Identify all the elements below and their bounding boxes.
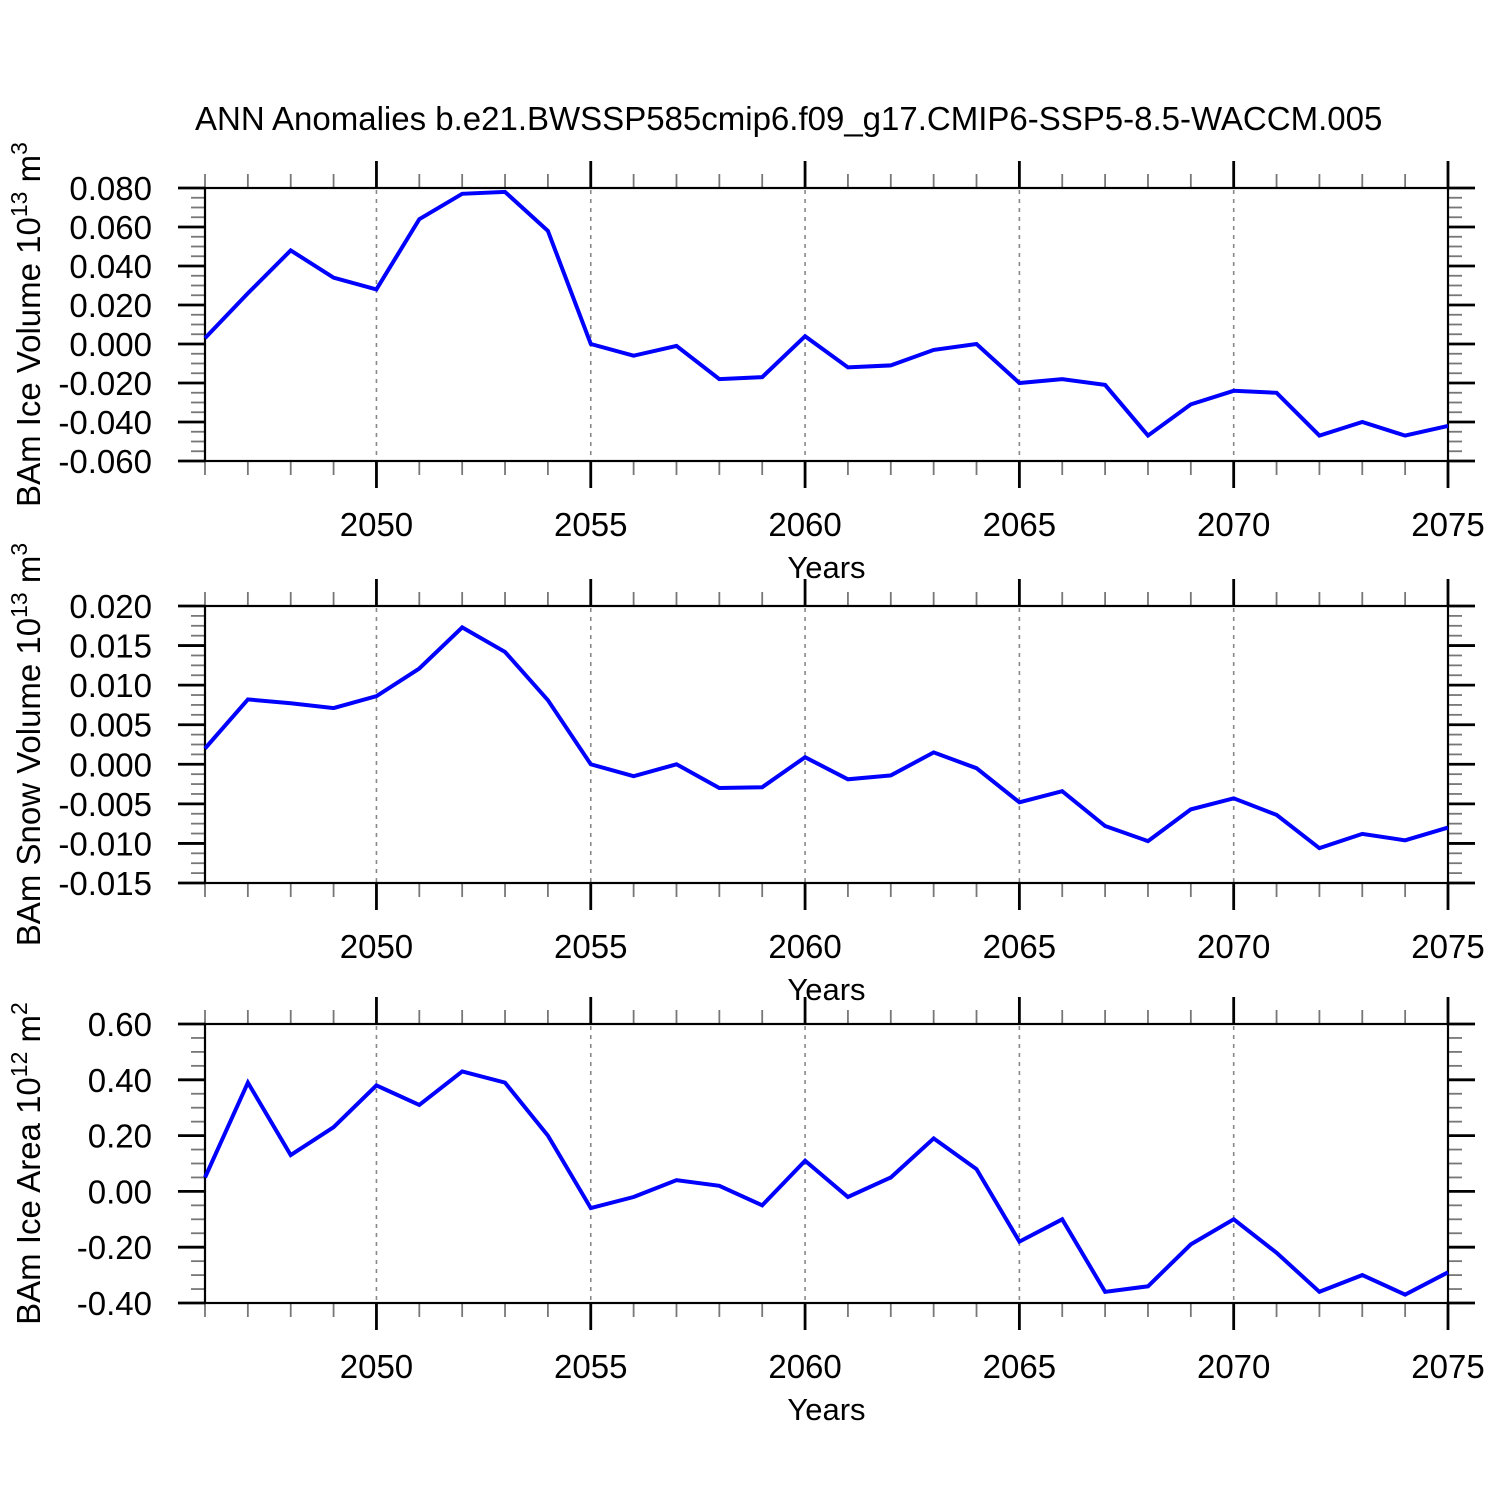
y-tick-label: -0.20 [77,1229,152,1266]
x-tick-label: 2060 [768,1348,841,1385]
x-tick-label: 2075 [1411,506,1484,543]
x-tick-label: 2050 [340,1348,413,1385]
y-tick-label: 0.000 [69,326,152,363]
y-tick-label: 0.010 [69,667,152,704]
x-axis-title: Years [787,550,865,585]
y-tick-label: 0.060 [69,209,152,246]
y-tick-label: 0.20 [88,1118,152,1155]
x-tick-label: 2065 [983,928,1056,965]
x-tick-label: 2075 [1411,1348,1484,1385]
panel-ice-volume: 0.0800.0600.0400.0200.000-0.020-0.040-0.… [6,142,1485,585]
y-tick-label: -0.005 [58,786,152,823]
x-tick-label: 2070 [1197,1348,1270,1385]
x-tick-label: 2075 [1411,928,1484,965]
y-tick-label: -0.040 [58,404,152,441]
panel-snow-volume: 0.0200.0150.0100.0050.000-0.005-0.010-0.… [6,543,1485,1007]
plot-box [203,1022,1450,1305]
series-line-ice-area [203,1069,1449,1297]
x-axis-title: Years [787,972,865,1007]
plot-box [203,186,1450,463]
x-tick-label: 2060 [768,506,841,543]
x-tick-label: 2065 [983,1348,1056,1385]
y-tick-label: 0.020 [69,588,152,625]
y-tick-label: 0.000 [69,746,152,783]
y-tick-label: -0.020 [58,365,152,402]
y-tick-label: 0.015 [69,628,152,665]
y-tick-label: -0.015 [58,865,152,902]
y-axis-title: BAm Ice Volume 1013 m3 [6,142,47,507]
x-tick-label: 2070 [1197,928,1270,965]
x-tick-label: 2050 [340,928,413,965]
plot-box [203,604,1450,885]
y-tick-label: 0.00 [88,1173,152,1210]
y-tick-label: 0.40 [88,1062,152,1099]
series-line-ice-volume [203,189,1449,439]
y-tick-label: 0.040 [69,248,152,285]
x-axis-title: Years [787,1392,865,1427]
x-tick-label: 2055 [554,1348,627,1385]
y-tick-label: -0.40 [77,1285,152,1322]
y-tick-label: 0.020 [69,287,152,324]
y-tick-label: 0.005 [69,707,152,744]
x-tick-label: 2070 [1197,506,1270,543]
y-tick-label: -0.010 [58,825,152,862]
y-tick-label: 0.60 [88,1006,152,1043]
x-tick-label: 2055 [554,928,627,965]
figure-title: ANN Anomalies b.e21.BWSSP585cmip6.f09_g1… [195,100,1383,137]
y-tick-label: 0.080 [69,170,152,207]
series-line-snow-volume [203,624,1449,851]
panel-ice-area: 0.60 0.40 0.20 0.00 -0.20 -0.40 2050 2055 2060 20… [6,997,1485,1427]
y-axis-title: BAm Ice Area 1012 m2 [6,1002,47,1325]
x-tick-label: 2065 [983,506,1056,543]
y-axis-title: BAm Snow Volume 1013 m3 [6,543,47,946]
x-tick-label: 2060 [768,928,841,965]
x-tick-label: 2055 [554,506,627,543]
x-tick-label: 2050 [340,506,413,543]
y-tick-label: -0.060 [58,443,152,480]
